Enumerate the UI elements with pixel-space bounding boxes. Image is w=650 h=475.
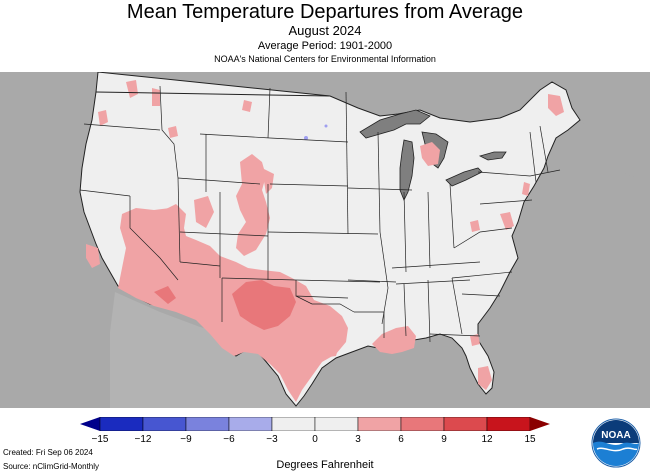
legend-tick-label: 15 [524,434,536,445]
noaa-logo: NOAA [591,418,641,468]
legend-tick-label: 12 [481,434,493,445]
warm-region-maine [548,94,564,116]
warm-region-michigan [420,142,440,166]
warm-region-nw-3 [152,88,160,106]
warm-region-utah [194,196,214,228]
colorbar-swatch [228,416,273,432]
colorbar-low-arrow [80,417,100,431]
lake-michigan [399,139,415,201]
warm-region-mid-atlantic [500,212,514,230]
legend-tick-label: 0 [312,434,318,445]
cool-spot-mn [324,124,328,128]
warm-region-nw-1 [98,110,108,126]
legend-units: Degrees Fahrenheit [276,459,374,471]
legend-tick-label: −3 [266,434,278,445]
map-subtitle: August 2024 [288,23,362,38]
warm-region-rockies [236,154,270,256]
colorbar-swatch [400,416,445,432]
us-canada-border [95,91,331,97]
warm-region-virginia [470,220,480,232]
created-date: Created: Fri Sep 06 2024 [3,448,93,457]
colorbar-swatch [443,416,488,432]
colorbar-swatch [314,416,359,432]
warmer-region-texas [232,280,296,330]
lake-superior [359,109,431,139]
organization-label: NOAA's National Centers for Environmenta… [214,54,436,64]
legend-tick-label: 6 [398,434,404,445]
legend-tick-label: −15 [91,434,109,445]
warm-region-southwest [118,208,348,402]
warm-region-idaho [168,126,178,138]
warmer-region-sw [154,286,176,304]
warm-region-florida-2 [470,334,480,346]
data-source: Source: nClimGrid-Monthly [3,462,100,471]
map-panel [0,72,650,408]
warmer-anomalies [154,280,296,330]
colorbar-swatch [357,416,402,432]
legend-colorbar [80,416,550,432]
average-period: Average Period: 1901-2000 [257,40,393,52]
warm-region-nj [522,182,530,196]
warm-region-gulf-coast [372,326,416,354]
legend-tick-label: 3 [355,434,361,445]
legend-colorbar-svg [80,416,550,432]
warm-region-montana [242,100,252,112]
lake-ontario [478,151,507,161]
legend-tick-label: 9 [441,434,447,445]
colorbar-swatch [271,416,316,432]
warm-region-florida [478,366,492,390]
warm-region-nw-2 [126,80,138,98]
legend-tick-label: −6 [223,434,235,445]
colorbar-swatch [142,416,187,432]
cool-spot-nd [304,136,308,140]
warm-region-texas-coast [314,338,340,358]
mexico-region [110,292,300,408]
colorbar-swatch [185,416,230,432]
canada-region [0,72,650,182]
legend-tick-label: −9 [180,434,192,445]
warm-region-ca-coast [86,244,100,268]
colorbar-swatch [99,416,144,432]
legend-tick-label: −12 [134,434,152,445]
warm-region-wyoming [262,168,274,194]
us-temperature-map [0,72,650,408]
noaa-logo-svg: NOAA [591,418,641,468]
state-borders [79,85,561,343]
warm-anomalies [86,80,564,402]
cool-anomalies [304,124,328,140]
colorbar-swatch [486,416,531,432]
noaa-logo-text: NOAA [601,430,630,441]
map-title: Mean Temperature Departures from Average [126,1,524,23]
colorbar-high-arrow [530,417,550,431]
